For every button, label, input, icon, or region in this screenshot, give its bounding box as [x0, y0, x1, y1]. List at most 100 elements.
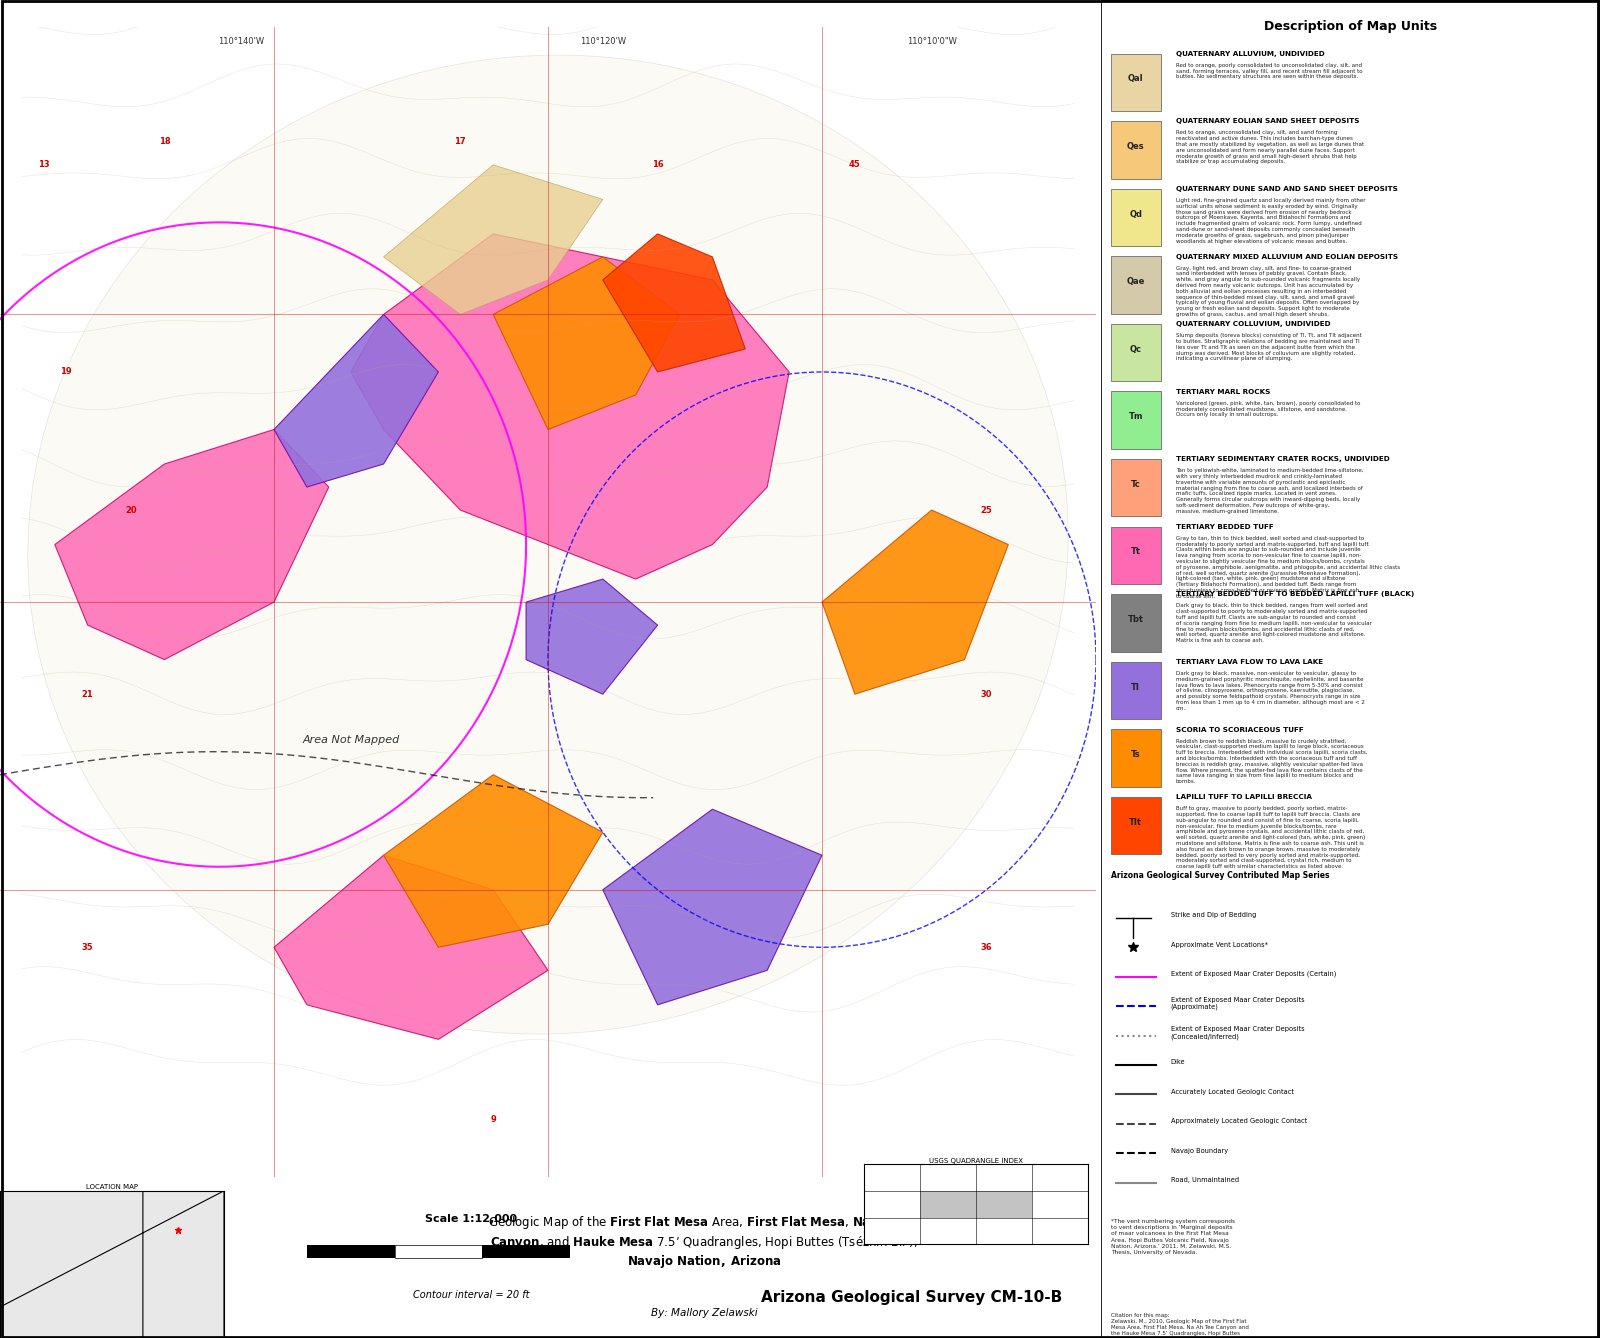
Text: Varicolored (green, pink, white, tan, brown), poorly consolidated to
moderately : Varicolored (green, pink, white, tan, br… — [1176, 401, 1360, 417]
Text: 20: 20 — [126, 506, 138, 515]
Bar — [920, 1191, 1032, 1218]
Text: 16: 16 — [651, 161, 664, 170]
Text: Contour interval = 20 ft: Contour interval = 20 ft — [413, 1290, 530, 1299]
Text: Arizona Geological Survey Contributed Map Series: Arizona Geological Survey Contributed Ma… — [1110, 871, 1330, 880]
Text: Slump deposits (toreva blocks) consisting of Tl, Tt, and Tlt adjacent
to buttes.: Slump deposits (toreva blocks) consistin… — [1176, 333, 1362, 361]
Text: Gray, light red, and brown clay, silt, and fine- to coarse-grained
sand interbed: Gray, light red, and brown clay, silt, a… — [1176, 265, 1360, 317]
FancyBboxPatch shape — [1110, 661, 1160, 719]
Text: TERTIARY LAVA FLOW TO LAVA LAKE: TERTIARY LAVA FLOW TO LAVA LAKE — [1176, 658, 1323, 665]
Title: USGS QUADRANGLE INDEX: USGS QUADRANGLE INDEX — [930, 1157, 1022, 1164]
Text: Dark gray to black, massive, non-vesicular to vesicular, glassy to
medium-graine: Dark gray to black, massive, non-vesicul… — [1176, 670, 1365, 710]
Text: Citation for this map:
Zelawski, M., 2010, Geologic Map of the First Flat
Mesa A: Citation for this map: Zelawski, M., 201… — [1110, 1313, 1248, 1338]
Text: 45: 45 — [850, 161, 861, 170]
Text: Area Not Mapped: Area Not Mapped — [302, 735, 400, 745]
Text: 18: 18 — [158, 138, 170, 146]
Text: Tm: Tm — [1128, 412, 1142, 421]
Text: Geologic Map of the $\bf{First\ Flat\ Mesa}$ Area, $\bf{First\ Flat\ Mesa}$, $\b: Geologic Map of the $\bf{First\ Flat\ Me… — [488, 1215, 920, 1270]
Text: Tl: Tl — [1131, 682, 1141, 692]
Text: Tlt: Tlt — [1130, 818, 1142, 827]
Polygon shape — [384, 165, 603, 314]
Text: Gray to tan, thin to thick bedded, well sorted and clast-supported to
moderately: Gray to tan, thin to thick bedded, well … — [1176, 535, 1400, 599]
Text: Approximately Located Geologic Contact: Approximately Located Geologic Contact — [1171, 1119, 1307, 1124]
Polygon shape — [350, 234, 789, 579]
Bar — [307, 1244, 395, 1258]
Text: Qae: Qae — [1126, 277, 1146, 286]
Polygon shape — [274, 855, 547, 1040]
Text: Accurately Located Geologic Contact: Accurately Located Geologic Contact — [1171, 1089, 1294, 1094]
Text: Tt: Tt — [1131, 547, 1141, 557]
Text: By: Mallory Zelawski: By: Mallory Zelawski — [651, 1309, 757, 1318]
Text: Description of Map Units: Description of Map Units — [1264, 20, 1437, 33]
Text: Qd: Qd — [1130, 210, 1142, 218]
Text: Road, Unmaintained: Road, Unmaintained — [1171, 1177, 1238, 1183]
Text: 110°120'W: 110°120'W — [579, 37, 626, 45]
FancyBboxPatch shape — [1110, 459, 1160, 516]
Text: 13: 13 — [38, 161, 50, 170]
FancyBboxPatch shape — [1110, 257, 1160, 313]
Text: Strike and Dip of Bedding: Strike and Dip of Bedding — [1171, 913, 1256, 918]
Text: Navajo Boundary: Navajo Boundary — [1171, 1148, 1227, 1153]
Text: 9: 9 — [490, 1116, 496, 1124]
Polygon shape — [822, 510, 1008, 694]
Text: Ts: Ts — [1131, 751, 1141, 759]
Polygon shape — [274, 314, 438, 487]
Text: Dike: Dike — [1171, 1060, 1186, 1065]
Text: Tan to yellowish-white, laminated to medium-bedded lime-siltstone,
with very thi: Tan to yellowish-white, laminated to med… — [1176, 468, 1363, 514]
Text: QUATERNARY MIXED ALLUVIUM AND EOLIAN DEPOSITS: QUATERNARY MIXED ALLUVIUM AND EOLIAN DEP… — [1176, 253, 1398, 260]
Text: Extent of Exposed Maar Crater Deposits
(Approximate): Extent of Exposed Maar Crater Deposits (… — [1171, 997, 1304, 1010]
Text: 25: 25 — [981, 506, 992, 515]
Text: Red to orange, unconsolidated clay, silt, and sand forming
reactivated and activ: Red to orange, unconsolidated clay, silt… — [1176, 131, 1363, 165]
FancyBboxPatch shape — [1110, 54, 1160, 111]
FancyBboxPatch shape — [1110, 594, 1160, 652]
Text: Reddish brown to reddish black, massive to crudely stratified,
vesicular, clast-: Reddish brown to reddish black, massive … — [1176, 739, 1366, 784]
Polygon shape — [493, 257, 680, 429]
Title: LOCATION MAP: LOCATION MAP — [86, 1184, 138, 1191]
FancyBboxPatch shape — [1110, 391, 1160, 450]
Text: *The vent numbering system corresponds
to vent descriptions in ‘Marginal deposit: *The vent numbering system corresponds t… — [1110, 1219, 1235, 1255]
Polygon shape — [603, 234, 746, 372]
Text: 36: 36 — [981, 943, 992, 951]
FancyBboxPatch shape — [1110, 120, 1160, 178]
Text: Approximate Vent Locations*: Approximate Vent Locations* — [1171, 942, 1267, 947]
Text: TERTIARY BEDDED TUFF TO BEDDED LAPILLI TUFF (BLACK): TERTIARY BEDDED TUFF TO BEDDED LAPILLI T… — [1176, 591, 1414, 597]
FancyBboxPatch shape — [1110, 729, 1160, 787]
Text: SCORIA TO SCORIACEOUS TUFF: SCORIA TO SCORIACEOUS TUFF — [1176, 727, 1304, 732]
Text: 110°10'0"W: 110°10'0"W — [907, 37, 957, 45]
FancyBboxPatch shape — [1110, 526, 1160, 583]
Text: LAPILLI TUFF TO LAPILLI BRECCIA: LAPILLI TUFF TO LAPILLI BRECCIA — [1176, 793, 1312, 800]
Text: Tc: Tc — [1131, 480, 1141, 488]
Text: TERTIARY MARL ROCKS: TERTIARY MARL ROCKS — [1176, 388, 1270, 395]
Text: 30: 30 — [981, 689, 992, 698]
Text: Light red, fine-grained quartz sand locally derived mainly from other
surficial : Light red, fine-grained quartz sand loca… — [1176, 198, 1365, 244]
Text: Qal: Qal — [1128, 75, 1144, 83]
Polygon shape — [54, 429, 330, 660]
FancyBboxPatch shape — [1110, 324, 1160, 381]
Text: 110°140'W: 110°140'W — [218, 37, 264, 45]
Ellipse shape — [27, 55, 1069, 1034]
Text: Qes: Qes — [1126, 142, 1144, 151]
Text: Tbt: Tbt — [1128, 615, 1144, 624]
Polygon shape — [384, 775, 603, 947]
Text: 35: 35 — [82, 943, 93, 951]
Text: Scale 1:12,000: Scale 1:12,000 — [426, 1215, 517, 1224]
Text: QUATERNARY DUNE SAND AND SAND SHEET DEPOSITS: QUATERNARY DUNE SAND AND SAND SHEET DEPO… — [1176, 186, 1397, 191]
Polygon shape — [603, 809, 822, 1005]
Text: Extent of Exposed Maar Crater Deposits
(Concealed/Inferred): Extent of Exposed Maar Crater Deposits (… — [1171, 1026, 1304, 1040]
FancyBboxPatch shape — [1110, 796, 1160, 854]
Text: Red to orange, poorly consolidated to unconsolidated clay, silt, and
sand, formi: Red to orange, poorly consolidated to un… — [1176, 63, 1362, 79]
Text: 21: 21 — [82, 689, 93, 698]
Text: 19: 19 — [59, 368, 72, 376]
Text: QUATERNARY COLLUVIUM, UNDIVIDED: QUATERNARY COLLUVIUM, UNDIVIDED — [1176, 321, 1330, 326]
Text: QUATERNARY EOLIAN SAND SHEET DEPOSITS: QUATERNARY EOLIAN SAND SHEET DEPOSITS — [1176, 119, 1358, 124]
FancyBboxPatch shape — [1110, 189, 1160, 246]
Text: Arizona Geological Survey CM-10-B: Arizona Geological Survey CM-10-B — [762, 1290, 1062, 1306]
Bar — [395, 1244, 482, 1258]
Text: Dark gray to black, thin to thick bedded, ranges from well sorted and
clast-supp: Dark gray to black, thin to thick bedded… — [1176, 603, 1371, 644]
Polygon shape — [526, 579, 658, 694]
Text: TERTIARY BEDDED TUFF: TERTIARY BEDDED TUFF — [1176, 523, 1274, 530]
Text: 17: 17 — [454, 138, 466, 146]
Text: Buff to gray, massive to poorly bedded, poorly sorted, matrix-
supported, fine t: Buff to gray, massive to poorly bedded, … — [1176, 805, 1365, 870]
Text: QUATERNARY ALLUVIUM, UNDIVIDED: QUATERNARY ALLUVIUM, UNDIVIDED — [1176, 51, 1325, 56]
Text: TERTIARY SEDIMENTARY CRATER ROCKS, UNDIVIDED: TERTIARY SEDIMENTARY CRATER ROCKS, UNDIV… — [1176, 456, 1389, 462]
Text: Extent of Exposed Maar Crater Deposits (Certain): Extent of Exposed Maar Crater Deposits (… — [1171, 971, 1336, 977]
